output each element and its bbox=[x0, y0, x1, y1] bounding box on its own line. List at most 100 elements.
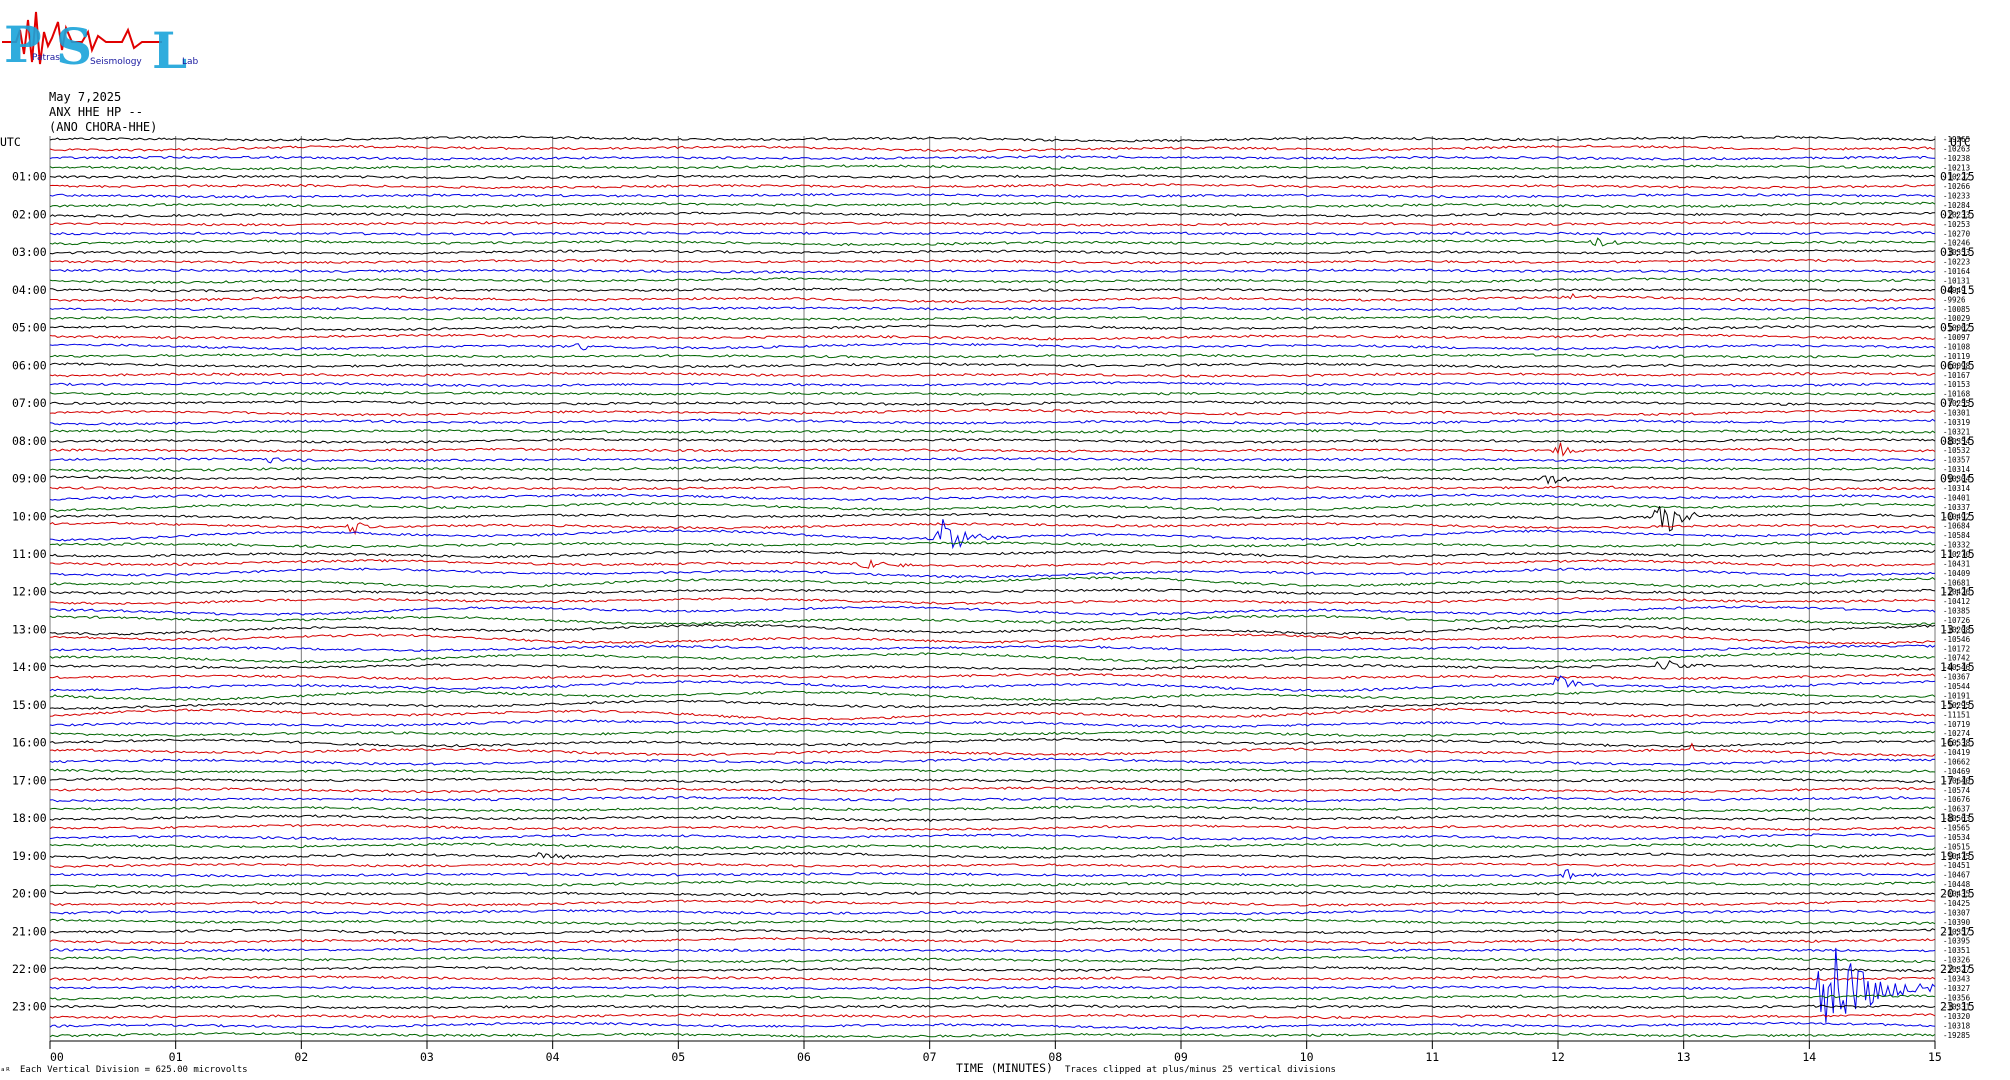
hour-label-right: 02:15 bbox=[1940, 207, 1975, 221]
trace-line bbox=[49, 707, 1936, 721]
trace-line bbox=[49, 966, 1936, 973]
hour-label-right: 14:15 bbox=[1940, 660, 1975, 674]
trace-offset-label: -10367 bbox=[1943, 673, 1970, 682]
corner-mark: ᵃᴿ bbox=[0, 1067, 11, 1077]
trace-line bbox=[49, 777, 1936, 784]
trace-offset-label: -10331 bbox=[1943, 1003, 1970, 1012]
trace-offset-label: -10301 bbox=[1943, 409, 1970, 418]
trace-line bbox=[49, 408, 1936, 417]
trace-line bbox=[49, 994, 1936, 1001]
trace-line bbox=[49, 576, 1936, 589]
trace-offset-label: -10448 bbox=[1943, 880, 1971, 889]
x-tick-label: 11 bbox=[1425, 1050, 1439, 1064]
trace-line bbox=[49, 485, 1936, 491]
hour-label-left: 08:00 bbox=[12, 434, 47, 448]
trace-line bbox=[49, 927, 1936, 936]
trace-offset-label: -10320 bbox=[1943, 1012, 1971, 1021]
hour-label-right: 01:15 bbox=[1940, 170, 1975, 184]
hour-label-right: 03:15 bbox=[1940, 245, 1975, 259]
trace-line bbox=[49, 588, 1936, 596]
trace-line bbox=[49, 842, 1936, 850]
clip-note: Traces clipped at plus/minus 25 vertical… bbox=[1065, 1065, 1336, 1075]
trace-offset-label: -10544 bbox=[1943, 682, 1971, 691]
hour-label-right: 09:15 bbox=[1940, 472, 1975, 486]
trace-offset-label: -10222 bbox=[1943, 173, 1970, 182]
trace-line bbox=[49, 1021, 1936, 1030]
trace-offset-label: -10390 bbox=[1943, 918, 1971, 927]
trace-offset-label: -10332 bbox=[1943, 541, 1970, 550]
minute-grid bbox=[49, 136, 1936, 1049]
trace-line bbox=[49, 292, 1936, 304]
hour-label-left: 12:00 bbox=[12, 585, 47, 599]
trace-line bbox=[49, 1004, 1936, 1010]
hour-label-left: 04:00 bbox=[12, 283, 47, 297]
hour-label-right: 10:15 bbox=[1940, 509, 1975, 523]
vertical-division-note: Each Vertical Division = 625.00 microvol… bbox=[20, 1065, 248, 1075]
hour-label-left: 10:00 bbox=[12, 509, 47, 523]
utc-label-right: UTC bbox=[1950, 135, 1971, 149]
hour-label-left: 01:00 bbox=[12, 170, 47, 184]
trace-line bbox=[49, 135, 1936, 143]
trace-line bbox=[49, 729, 1936, 737]
trace-offset-label: -10574 bbox=[1943, 786, 1971, 795]
trace-line bbox=[49, 868, 1936, 881]
hour-label-left: 16:00 bbox=[12, 736, 47, 750]
trace-group bbox=[49, 135, 1936, 1038]
trace-line bbox=[49, 823, 1936, 831]
logo-word-patras: Patras bbox=[32, 53, 60, 63]
x-tick-label: 06 bbox=[797, 1050, 811, 1064]
trace-line bbox=[49, 353, 1936, 359]
trace-offset-label: -19285 bbox=[1943, 1031, 1970, 1040]
trace-line bbox=[49, 418, 1936, 426]
trace-line bbox=[49, 144, 1936, 152]
trace-line bbox=[49, 699, 1936, 710]
trace-line bbox=[49, 786, 1936, 794]
trace-offset-label: -10534 bbox=[1943, 833, 1971, 842]
hour-label-left: 02:00 bbox=[12, 207, 47, 221]
x-tick-label: 09 bbox=[1174, 1050, 1188, 1064]
trace-line bbox=[49, 673, 1936, 681]
logo-waveform bbox=[2, 11, 162, 65]
trace-line bbox=[49, 237, 1936, 247]
trace-line bbox=[49, 1013, 1936, 1020]
hour-label-right: 11:15 bbox=[1940, 547, 1975, 561]
trace-offset-label: -11151 bbox=[1943, 710, 1970, 719]
trace-line bbox=[49, 493, 1936, 501]
hour-label-left: 13:00 bbox=[12, 622, 47, 636]
hour-label-right: 05:15 bbox=[1940, 321, 1975, 335]
trace-offset-label: -10208 bbox=[1943, 625, 1971, 634]
hour-label-right: 16:15 bbox=[1940, 736, 1975, 750]
x-tick-label: 15 bbox=[1928, 1050, 1942, 1064]
trace-line bbox=[49, 549, 1936, 559]
trace-offset-label: -10164 bbox=[1943, 267, 1971, 276]
hour-label-left: 19:00 bbox=[12, 849, 47, 863]
trace-offset-label: -10546 bbox=[1943, 663, 1971, 672]
trace-offset-label: -10385 bbox=[1943, 607, 1970, 616]
utc-label-left: UTC bbox=[0, 135, 21, 149]
hour-label-right: 19:15 bbox=[1940, 849, 1975, 863]
label-group: 00 01 02 03 04 05 06 07 08 09 10 11 12 13 14 15-19265-1… bbox=[12, 135, 1975, 1064]
trace-line bbox=[49, 230, 1936, 236]
trace-offset-label: -10153 bbox=[1943, 380, 1970, 389]
trace-offset-label: -10172 bbox=[1943, 644, 1970, 653]
trace-line bbox=[49, 633, 1936, 645]
trace-line bbox=[49, 1031, 1936, 1038]
x-tick-label: 03 bbox=[420, 1050, 434, 1064]
trace-offset-label: -10233 bbox=[1943, 192, 1970, 201]
trace-offset-label: -10314 bbox=[1943, 465, 1971, 474]
trace-offset-label: -10726 bbox=[1943, 616, 1971, 625]
logo-word-seismology: Seismology bbox=[90, 57, 142, 67]
trace-offset-label: -10532 bbox=[1943, 446, 1970, 455]
trace-offset-label: -10246 bbox=[1943, 239, 1971, 248]
trace-line bbox=[49, 164, 1936, 171]
trace-line bbox=[49, 833, 1936, 841]
trace-line bbox=[49, 567, 1936, 579]
trace-offset-label: -10327 bbox=[1943, 965, 1970, 974]
trace-line bbox=[49, 381, 1936, 388]
hour-label-left: 05:00 bbox=[12, 321, 47, 335]
trace-line bbox=[49, 475, 1936, 485]
trace-line bbox=[49, 437, 1936, 444]
trace-line bbox=[49, 362, 1936, 369]
trace-offset-label: -10062 bbox=[1943, 324, 1970, 333]
trace-offset-label: -10681 bbox=[1943, 578, 1970, 587]
